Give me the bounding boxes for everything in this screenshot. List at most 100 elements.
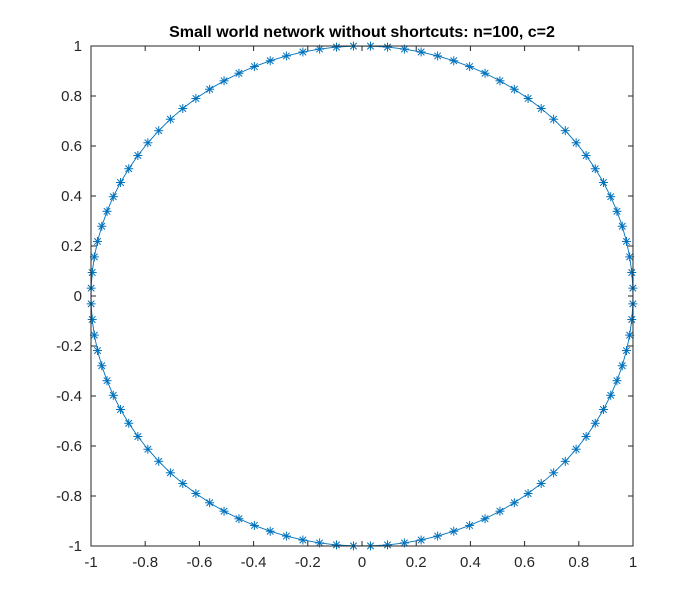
data-point-marker xyxy=(612,206,622,216)
data-point-marker xyxy=(108,192,118,202)
data-point-marker xyxy=(93,236,103,246)
y-tick-label: -0.2 xyxy=(56,338,82,355)
data-point-marker xyxy=(449,526,459,536)
data-point-marker xyxy=(281,531,291,541)
data-point-marker xyxy=(87,267,97,277)
data-point-marker xyxy=(549,114,559,124)
data-point-marker xyxy=(590,164,600,174)
x-tick-label: -0.2 xyxy=(295,554,321,571)
data-point-marker xyxy=(102,206,112,216)
data-point-marker xyxy=(93,346,103,356)
data-point-marker xyxy=(598,178,608,188)
data-point-marker xyxy=(480,514,490,524)
data-point-marker xyxy=(509,84,519,94)
data-point-marker xyxy=(433,531,443,541)
data-point-marker xyxy=(416,47,426,57)
data-point-marker xyxy=(433,51,443,61)
data-point-marker xyxy=(191,489,201,499)
data-point-marker xyxy=(205,498,215,508)
data-point-marker xyxy=(331,42,341,52)
data-point-marker xyxy=(205,84,215,94)
data-point-marker xyxy=(536,479,546,489)
y-tick-label: 0.8 xyxy=(61,88,82,105)
data-point-marker xyxy=(612,376,622,386)
y-tick-label: 0 xyxy=(74,288,82,305)
data-point-marker xyxy=(465,520,475,530)
x-tick-label: -0.4 xyxy=(241,554,267,571)
data-point-marker xyxy=(606,192,616,202)
y-tick-label: -0.6 xyxy=(56,438,82,455)
data-point-marker xyxy=(124,164,134,174)
data-point-marker xyxy=(606,390,616,400)
data-point-marker xyxy=(234,514,244,524)
data-point-marker xyxy=(116,404,126,414)
axes-layer: -1 -0.8 -0.6 -0.4 -0.2 0 0.2 0.4 0.6 0.8 1 -1 -0.8 -0… xyxy=(56,38,637,571)
data-point-marker xyxy=(549,468,559,478)
chart-title: Small world network without shortcuts: n… xyxy=(169,24,555,41)
data-point-marker xyxy=(617,221,627,231)
data-point-marker xyxy=(281,51,291,61)
plot-background xyxy=(91,46,633,546)
data-point-marker xyxy=(143,138,153,148)
data-point-marker xyxy=(133,432,143,442)
y-tick-label: -1 xyxy=(69,538,82,555)
data-point-marker xyxy=(154,456,164,466)
data-point-marker xyxy=(465,62,475,72)
data-point-marker xyxy=(165,468,175,478)
data-point-marker xyxy=(480,68,490,78)
y-tick-label: 0.6 xyxy=(61,138,82,155)
data-point-marker xyxy=(383,540,393,550)
data-point-marker xyxy=(571,444,581,454)
data-point-marker xyxy=(219,506,229,516)
x-tick-label: 0.8 xyxy=(568,554,589,571)
data-point-marker xyxy=(621,346,631,356)
data-point-marker xyxy=(154,126,164,136)
data-point-marker xyxy=(509,498,519,508)
x-tick-label: 1 xyxy=(629,554,637,571)
data-point-marker xyxy=(449,56,459,66)
data-point-marker xyxy=(399,44,409,54)
data-point-marker xyxy=(331,540,341,550)
data-point-marker xyxy=(249,62,259,72)
data-point-marker xyxy=(133,150,143,160)
data-point-marker xyxy=(116,178,126,188)
x-tick-label: -1 xyxy=(84,554,97,571)
data-point-marker xyxy=(165,114,175,124)
data-point-marker xyxy=(523,489,533,499)
y-tick-label: -0.8 xyxy=(56,488,82,505)
data-point-marker xyxy=(234,68,244,78)
data-point-marker xyxy=(627,315,637,325)
data-point-marker xyxy=(191,93,201,103)
data-point-marker xyxy=(124,418,134,428)
data-point-marker xyxy=(590,418,600,428)
series-layer xyxy=(86,41,638,551)
data-point-marker xyxy=(581,432,591,442)
data-point-marker xyxy=(178,479,188,489)
data-point-marker xyxy=(108,390,118,400)
data-point-marker xyxy=(219,76,229,86)
data-point-marker xyxy=(399,538,409,548)
y-tick-label: 1 xyxy=(74,38,82,55)
data-point-marker xyxy=(265,56,275,66)
data-point-marker xyxy=(298,535,308,545)
data-point-marker xyxy=(598,404,608,414)
data-point-marker xyxy=(560,126,570,136)
data-point-marker xyxy=(560,456,570,466)
data-point-marker xyxy=(97,361,107,371)
data-point-marker xyxy=(621,236,631,246)
data-point-marker xyxy=(581,150,591,160)
data-point-marker xyxy=(495,506,505,516)
x-tick-label: 0.4 xyxy=(460,554,481,571)
y-tick-label: 0.4 xyxy=(61,188,82,205)
y-tick-label: 0.2 xyxy=(61,238,82,255)
data-point-marker xyxy=(143,444,153,454)
data-point-marker xyxy=(178,103,188,113)
x-tick-label: 0.2 xyxy=(406,554,427,571)
data-point-marker xyxy=(97,221,107,231)
data-point-marker xyxy=(571,138,581,148)
x-tick-label: -0.6 xyxy=(186,554,212,571)
y-tick-label: -0.4 xyxy=(56,388,82,405)
data-point-marker xyxy=(627,267,637,277)
